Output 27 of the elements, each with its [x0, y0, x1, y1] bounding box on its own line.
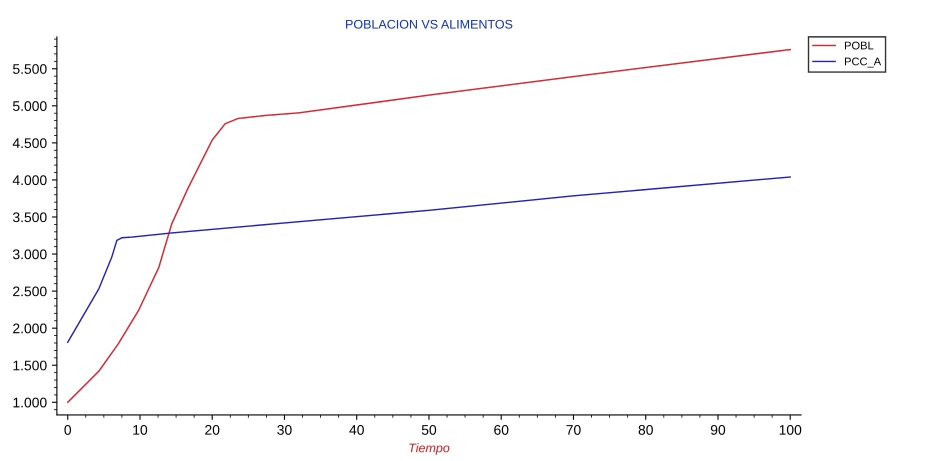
x-tick-label: 90	[710, 424, 726, 435]
x-tick-label: 70	[566, 424, 581, 435]
y-tick-label: 4.500	[12, 138, 47, 148]
y-tick-label: 5.000	[12, 101, 47, 111]
y-tick-label: 2.000	[13, 324, 47, 334]
x-tick-label: 40	[349, 424, 364, 435]
y-tick-label: 3.500	[12, 212, 47, 222]
y-tick-label: 1.000	[13, 398, 47, 408]
x-tick-label: 0	[64, 424, 72, 435]
line-series	[67, 176, 791, 343]
y-tick-label: 4.000	[12, 175, 47, 186]
x-tick-label: 50	[422, 424, 436, 435]
y-tick-label: 2.500	[13, 286, 47, 296]
legend-label: POBL	[844, 42, 874, 50]
line-series	[67, 48, 791, 403]
legend-label: PCC_A	[844, 58, 882, 68]
x-tick-label: 10	[133, 424, 148, 435]
y-tick-label: 5.500	[12, 64, 47, 74]
x-tick-label: 30	[277, 424, 292, 435]
x-axis-title: Tiempo	[409, 443, 450, 455]
x-tick-label: 80	[638, 424, 653, 435]
x-tick-label: 60	[494, 424, 508, 435]
x-tick-label: 100	[780, 424, 802, 435]
x-tick-label: 20	[205, 424, 220, 435]
y-tick-label: 1.500	[13, 360, 47, 370]
y-tick-label: 3.000	[12, 249, 47, 260]
chart-title: POBLACION VS ALIMENTOS	[346, 20, 512, 29]
